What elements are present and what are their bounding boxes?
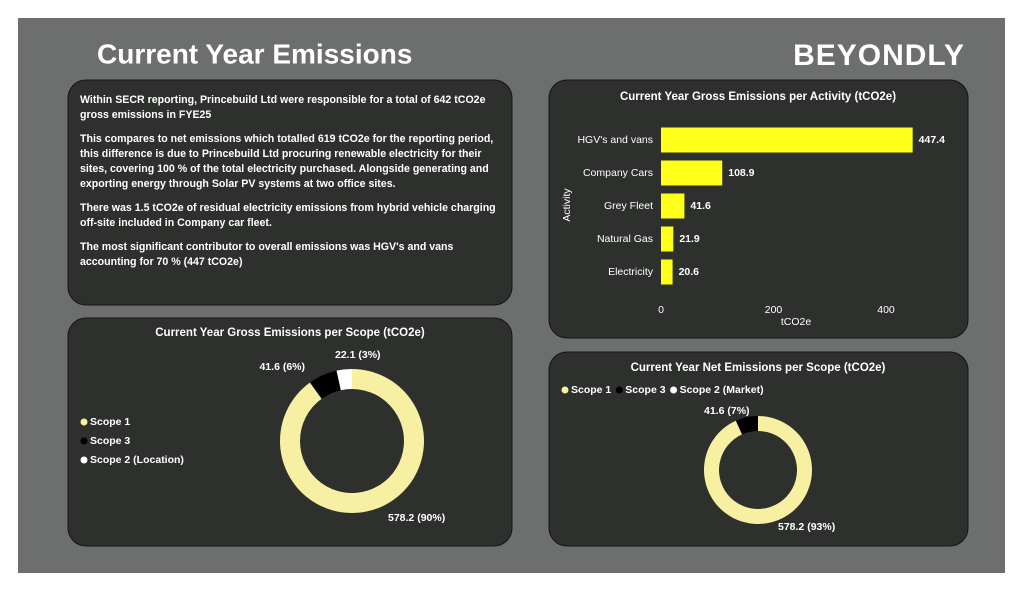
data-label: 578.2 (90%) — [388, 512, 445, 524]
legend-label: Scope 2 (Market) — [680, 384, 764, 396]
x-tick-label: 200 — [765, 304, 783, 316]
y-tick-label: Grey Fleet — [604, 200, 653, 212]
legend-label: Scope 3 — [625, 384, 665, 396]
page-title: Current Year Emissions — [97, 38, 412, 69]
y-tick-label: Natural Gas — [597, 233, 653, 245]
y-tick-label: Electricity — [608, 266, 654, 278]
donut-slice — [309, 370, 341, 399]
data-label: 41.6 (7%) — [704, 405, 750, 417]
logo: BEYONDLY — [793, 39, 965, 72]
legend-marker — [560, 385, 570, 395]
legend-label: Scope 2 (Location) — [90, 454, 184, 466]
paragraph: Within SECR reporting, Princebuild Ltd w… — [80, 94, 486, 121]
legend-label: Scope 1 — [571, 384, 611, 396]
donut-slice — [735, 416, 758, 435]
data-label: 41.6 — [690, 200, 711, 212]
legend-marker — [79, 436, 89, 446]
legend-marker — [79, 417, 89, 427]
data-label: 41.6 (6%) — [259, 361, 305, 373]
y-tick-label: HGV's and vans — [577, 134, 653, 146]
data-label: 578.2 (93%) — [778, 521, 835, 533]
data-label: 20.6 — [679, 266, 700, 278]
x-axis-label: tCO2e — [781, 316, 812, 328]
chart-title: Current Year Gross Emissions per Scope (… — [155, 327, 425, 339]
bar — [661, 259, 673, 285]
bar — [661, 127, 913, 153]
bar — [661, 193, 685, 219]
x-tick-label: 0 — [658, 304, 664, 316]
y-tick-label: Company Cars — [583, 167, 653, 179]
donut-slice — [336, 369, 352, 391]
legend-marker — [669, 385, 679, 395]
data-label: 21.9 — [679, 233, 700, 245]
paragraph: This compares to net emissions which tot… — [80, 133, 494, 190]
chart-title: Current Year Gross Emissions per Activit… — [620, 91, 896, 103]
x-tick-label: 400 — [877, 304, 895, 316]
bar — [661, 160, 723, 186]
legend-marker — [79, 455, 89, 465]
bar — [661, 226, 674, 252]
paragraph: There was 1.5 tCO2e of residual electric… — [80, 202, 496, 229]
legend-label: Scope 1 — [90, 416, 130, 428]
data-label: 22.1 (3%) — [335, 349, 381, 361]
panel — [548, 351, 969, 547]
legend-marker — [614, 385, 624, 395]
chart-title: Current Year Net Emissions per Scope (tC… — [631, 362, 886, 374]
legend-label: Scope 3 — [90, 435, 130, 447]
paragraph: The most significant contributor to over… — [80, 241, 454, 268]
y-axis-label: Activity — [561, 188, 573, 222]
data-label: 447.4 — [919, 134, 945, 146]
panel — [67, 79, 513, 306]
summary-text: Within SECR reporting, Princebuild Ltd w… — [68, 80, 512, 305]
data-label: 108.9 — [728, 167, 754, 179]
